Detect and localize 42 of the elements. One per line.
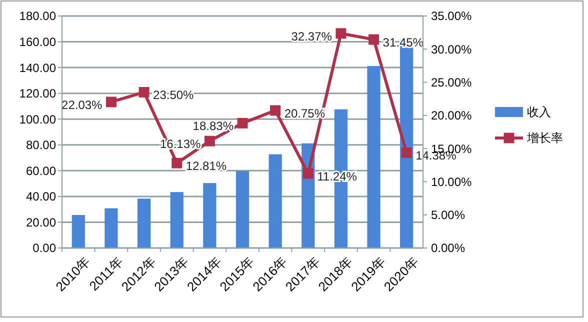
point xyxy=(336,28,346,39)
y-tick-label: 0.00 xyxy=(32,241,56,256)
point xyxy=(204,136,215,146)
point xyxy=(368,34,380,45)
point xyxy=(237,118,248,128)
bar xyxy=(170,192,184,248)
y-tick-label: 160.00 xyxy=(19,34,56,49)
point xyxy=(172,158,182,168)
y-tick-label: 20.00 xyxy=(26,215,56,230)
bar xyxy=(367,66,380,248)
y2-tick-label: 25.00% xyxy=(431,75,472,90)
y-tick-label: 120.00 xyxy=(19,86,56,101)
point xyxy=(270,105,281,116)
data-label: 12.81% xyxy=(186,159,227,174)
y2-tick-label: 10.00% xyxy=(431,174,472,189)
y-tick-label: 60.00 xyxy=(26,164,56,178)
bar xyxy=(236,171,250,248)
point xyxy=(138,86,150,98)
point xyxy=(302,168,314,179)
bar xyxy=(72,215,85,248)
y2-tick-label: 5.00% xyxy=(431,208,466,222)
y-tick-label: 40.00 xyxy=(26,190,56,204)
data-label: 32.37% xyxy=(291,29,332,44)
bar xyxy=(137,198,151,248)
y-tick-label: 180.00 xyxy=(19,9,56,24)
data-label: 23.50% xyxy=(153,88,194,102)
point xyxy=(106,96,116,108)
bar xyxy=(268,154,282,248)
bar xyxy=(104,208,118,248)
y2-tick-label: 0.00% xyxy=(431,241,466,256)
legend-label: 增长率 xyxy=(526,131,563,146)
y2-tick-label: 20.00% xyxy=(431,108,472,123)
y-tick-label: 80.00 xyxy=(26,138,56,152)
data-label: 18.83% xyxy=(192,119,234,134)
y-tick-label: 140.00 xyxy=(19,60,56,75)
y2-tick-label: 30.00% xyxy=(431,42,472,56)
bar xyxy=(203,183,216,248)
data-label: 22.03% xyxy=(62,98,103,112)
legend-label: 收入 xyxy=(527,105,551,120)
point xyxy=(401,147,412,158)
y2-tick-label: 35.00% xyxy=(431,9,472,24)
y-tick-label: 100.00 xyxy=(19,112,56,126)
